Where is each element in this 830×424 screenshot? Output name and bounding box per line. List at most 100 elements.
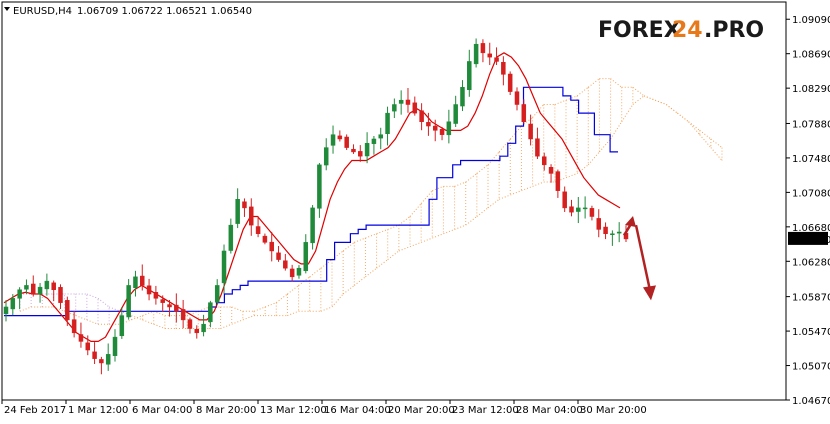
candle bbox=[194, 325, 200, 339]
current-price-box bbox=[788, 231, 828, 245]
logo-part-pro: .PRO bbox=[704, 18, 764, 43]
cloud-edge-span-a bbox=[231, 306, 244, 312]
cloud-edge-span-b bbox=[443, 228, 455, 235]
candle bbox=[10, 294, 16, 316]
cloud-edge-span-a bbox=[454, 181, 466, 187]
candle bbox=[201, 314, 206, 337]
candle bbox=[344, 134, 349, 151]
cloud-edge-span-a bbox=[565, 95, 578, 101]
cloud-edge-span-a bbox=[554, 99, 567, 105]
candle bbox=[255, 216, 261, 238]
candle bbox=[51, 280, 56, 302]
forex24-logo: FOREX 24 .PRO bbox=[598, 18, 764, 43]
logo-part-24: 24 bbox=[672, 18, 703, 43]
cloud-edge-span-b bbox=[643, 95, 656, 101]
candlesticks bbox=[3, 38, 629, 375]
candle bbox=[242, 198, 247, 217]
candle bbox=[58, 284, 63, 309]
candle bbox=[276, 245, 281, 262]
y-tick-label: 1.06680 bbox=[792, 223, 830, 234]
cloud-edge-span-b bbox=[153, 323, 166, 329]
candle bbox=[385, 106, 390, 146]
tenkan-sen-line bbox=[3, 52, 621, 342]
cloud-edge-span-b bbox=[220, 323, 232, 329]
x-tick-label: 16 Mar 04:00 bbox=[324, 405, 391, 416]
cloud-edge-span-b bbox=[510, 190, 522, 196]
candle bbox=[473, 38, 479, 68]
cloud-edge-span-b bbox=[610, 121, 623, 140]
candle bbox=[214, 279, 220, 305]
time-axis[interactable]: 24 Feb 2017 1 Mar 12:00 6 Mar 04:00 8 Mar 2… bbox=[1, 400, 647, 416]
candle bbox=[119, 307, 125, 339]
y-tick-label: 1.06280 bbox=[792, 257, 830, 268]
candle bbox=[514, 87, 520, 111]
candle bbox=[521, 99, 527, 124]
cloud-edge-span-a bbox=[120, 319, 132, 325]
y-tick-label: 1.07880 bbox=[792, 119, 830, 130]
candle bbox=[92, 342, 97, 365]
candle bbox=[85, 335, 91, 356]
x-tick-label: 6 Mar 04:00 bbox=[132, 405, 192, 416]
y-tick-label: 1.07480 bbox=[792, 154, 830, 165]
y-tick-label: 1.08690 bbox=[792, 50, 830, 61]
candle bbox=[180, 299, 186, 329]
candle bbox=[364, 132, 370, 164]
candle bbox=[235, 188, 240, 229]
candle bbox=[337, 130, 343, 142]
y-tick-label: 1.05470 bbox=[792, 327, 830, 338]
candle bbox=[140, 264, 145, 291]
candle bbox=[78, 322, 84, 348]
cloud-edge-span-b bbox=[532, 181, 544, 187]
cloud-edge-span-a bbox=[153, 310, 166, 317]
forecast-arrow-line bbox=[634, 224, 652, 291]
x-tick-label: 8 Mar 20:00 bbox=[196, 405, 256, 416]
candle bbox=[501, 56, 506, 86]
correction-arrow-head-icon bbox=[625, 215, 636, 227]
cloud-edge-span-a bbox=[253, 306, 266, 312]
candle bbox=[446, 109, 452, 144]
cloud-edge-span-a bbox=[86, 319, 99, 325]
y-tick-label: 1.08290 bbox=[792, 84, 830, 95]
candle bbox=[160, 295, 165, 313]
cloud-edge-span-b bbox=[242, 315, 255, 321]
candle bbox=[303, 234, 309, 274]
candle bbox=[555, 169, 561, 198]
candle bbox=[71, 310, 77, 338]
candle bbox=[596, 209, 601, 238]
symbol-label: EURUSD,H4 bbox=[13, 6, 72, 17]
candle bbox=[99, 356, 104, 375]
candle bbox=[112, 329, 118, 362]
forecast-arrow-head-icon bbox=[643, 285, 656, 301]
candle bbox=[283, 253, 288, 271]
candle bbox=[507, 71, 513, 96]
current-price-label: 1.06540 bbox=[790, 235, 830, 246]
y-tick-label: 1.05870 bbox=[792, 293, 830, 304]
cloud-edge-span-b bbox=[108, 306, 121, 312]
y-tick-label: 1.09090 bbox=[792, 15, 830, 26]
candle bbox=[392, 98, 397, 119]
cloud-edge-span-b bbox=[409, 241, 422, 248]
candle bbox=[432, 119, 438, 142]
candle bbox=[31, 275, 36, 297]
candle bbox=[480, 39, 486, 63]
cloud-edge-span-a bbox=[186, 310, 199, 317]
candle bbox=[153, 285, 159, 305]
candle bbox=[371, 136, 377, 155]
candle bbox=[562, 186, 567, 213]
candle bbox=[269, 231, 274, 262]
candle bbox=[65, 296, 70, 326]
cloud-edge-span-a bbox=[365, 233, 377, 239]
price-axis[interactable]: 1.09090 1.08690 1.08290 1.07880 1.07480 1.070… bbox=[786, 15, 830, 407]
candle bbox=[310, 205, 315, 250]
candle bbox=[467, 49, 472, 97]
ohlc-values: 1.06709 1.06722 1.06521 1.06540 bbox=[77, 6, 252, 17]
candle bbox=[398, 90, 404, 115]
candle bbox=[548, 164, 554, 183]
candle bbox=[208, 300, 213, 328]
candle bbox=[24, 279, 29, 294]
cloud-edge-span-b bbox=[654, 99, 667, 105]
cloud-edge-span-b bbox=[287, 310, 299, 317]
collapse-triangle-icon[interactable] bbox=[4, 7, 10, 11]
